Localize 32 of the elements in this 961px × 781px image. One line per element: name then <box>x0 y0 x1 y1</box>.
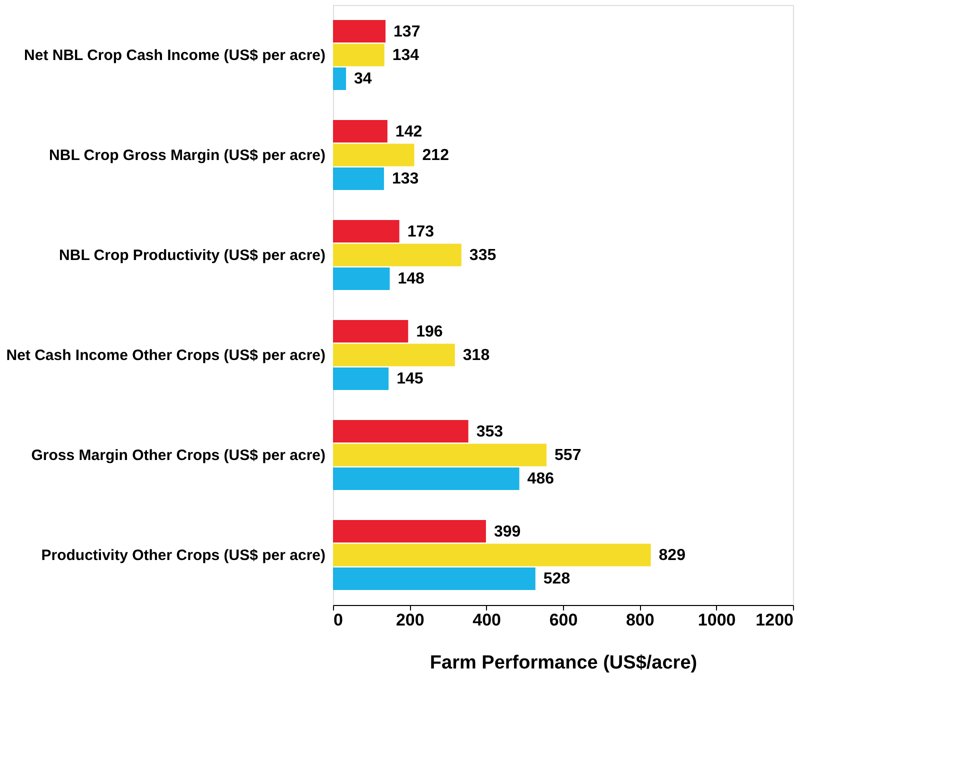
x-tick-label: 800 <box>626 610 654 630</box>
data-label: 486 <box>527 470 554 488</box>
data-label: 142 <box>395 123 422 140</box>
y-tick-label: NBL Crop Gross Margin (US$ per acre) <box>49 147 326 164</box>
x-axis-title: Farm Performance (US$/acre) <box>430 652 698 674</box>
x-tick-label: 1200 <box>756 610 794 630</box>
x-tick-label: 0 <box>334 610 343 630</box>
data-label: 133 <box>392 170 419 188</box>
data-label: 134 <box>392 47 420 64</box>
data-label: 557 <box>554 447 582 464</box>
y-tick-label: Net NBL Crop Cash Income (US$ per acre) <box>24 47 326 64</box>
data-label: 318 <box>462 347 490 364</box>
y-tick-label: Net Cash Income Other Crops (US$ per acre) <box>6 347 326 364</box>
data-label: 829 <box>658 547 686 564</box>
x-tick-label: 200 <box>396 610 424 630</box>
data-label: 528 <box>543 570 570 588</box>
data-label: 148 <box>398 270 425 288</box>
data-label: 212 <box>422 147 450 164</box>
data-label: 145 <box>396 370 424 388</box>
x-tick-label: 600 <box>549 610 578 630</box>
y-tick-label: Productivity Other Crops (US$ per acre) <box>41 547 326 564</box>
x-tick-label: 1000 <box>698 610 736 630</box>
data-label: 399 <box>494 523 521 540</box>
data-label: 173 <box>407 223 434 240</box>
data-label: 335 <box>469 247 496 264</box>
data-label: 196 <box>416 323 443 340</box>
x-tick-label: 400 <box>472 610 502 630</box>
y-tick-label: Gross Margin Other Crops (US$ per acre) <box>31 447 326 464</box>
y-tick-label: NBL Crop Productivity (US$ per acre) <box>59 247 326 264</box>
data-label: 34 <box>354 70 372 88</box>
data-label: 353 <box>476 423 504 440</box>
data-label: 137 <box>394 23 420 40</box>
